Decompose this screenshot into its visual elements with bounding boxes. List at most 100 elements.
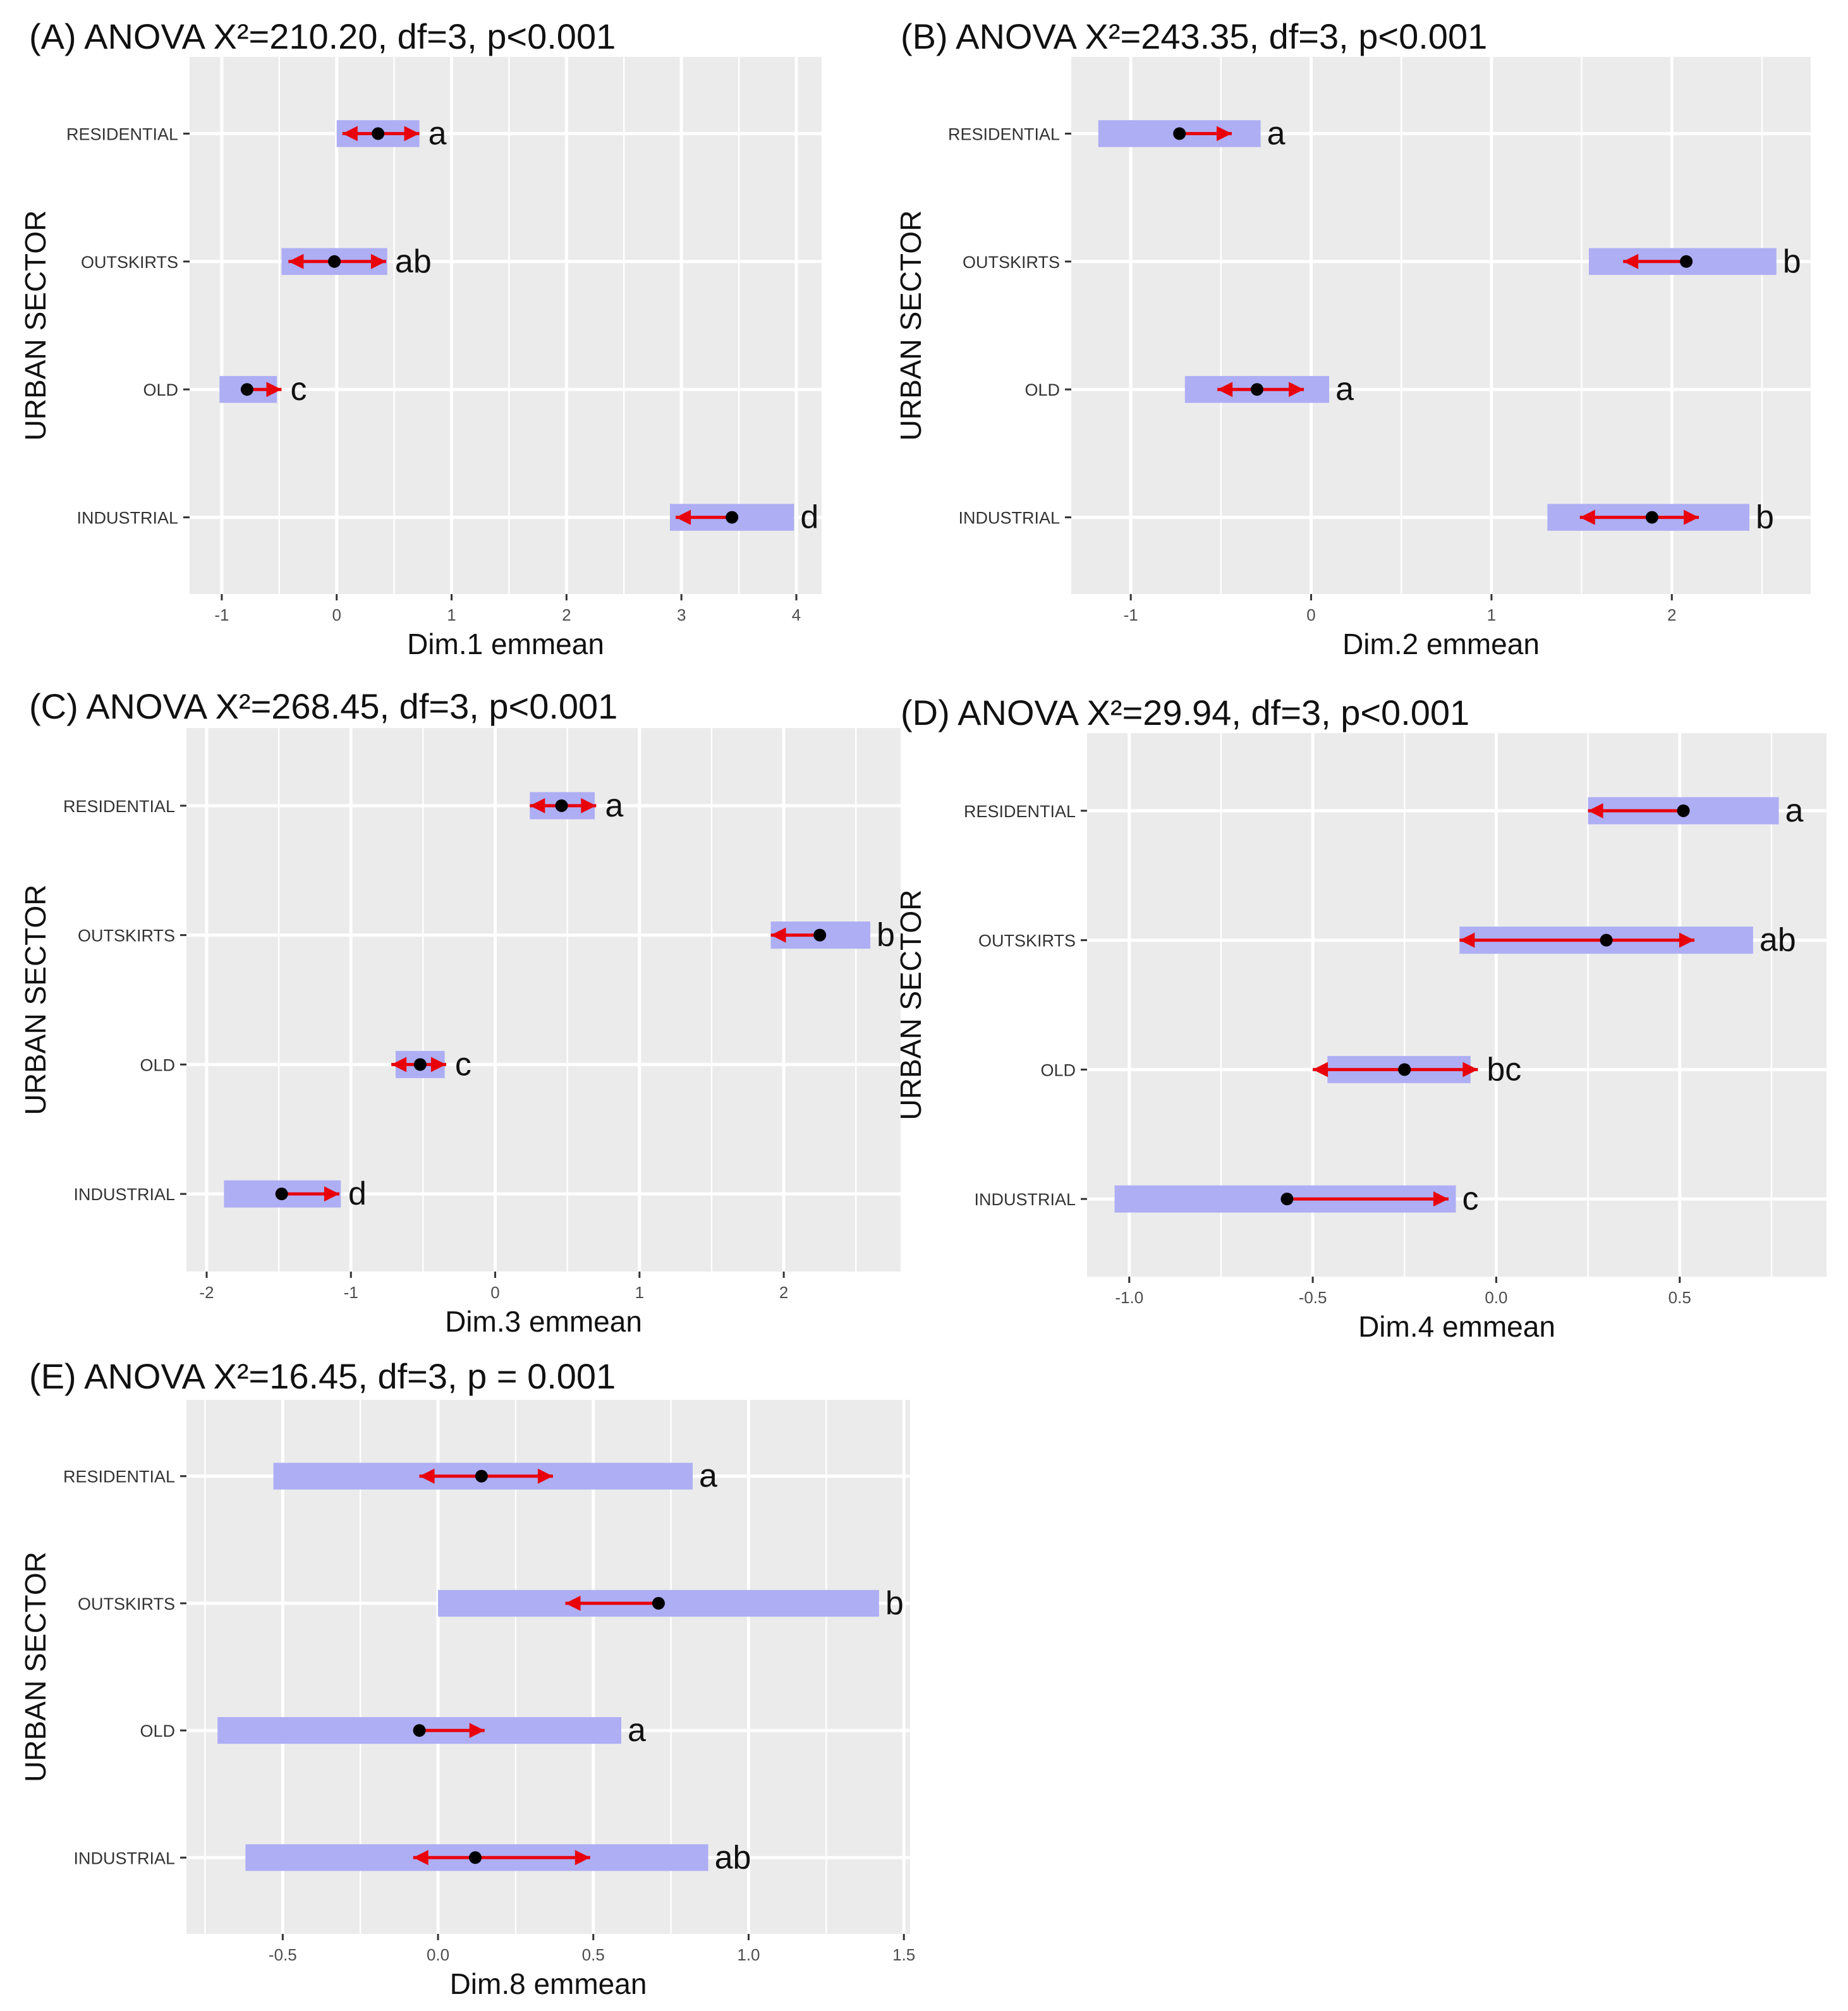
chart-e: -0.5 0.0 0.5 1.0 1.5 RESIDENTIAL OUTSKIRTS OLD I… — [19, 1400, 915, 2000]
x-tick-label: -1 — [214, 605, 229, 624]
x-tick-label: 2 — [779, 1283, 788, 1302]
x-tick-label: 1 — [635, 1283, 644, 1302]
emmean-point — [1398, 1063, 1411, 1076]
comparison-arrow-head-left — [1459, 932, 1475, 948]
x-axis-title: Dim.4 emmean — [1358, 1310, 1555, 1343]
category-label: OLD — [1040, 1060, 1076, 1079]
group-letter: ab — [1760, 922, 1796, 959]
comparison-arrow-head-right — [370, 253, 386, 269]
group-letter: a — [628, 1712, 646, 1749]
x-tick-label: 1 — [447, 605, 456, 624]
comparison-arrow-head-right — [324, 1186, 339, 1202]
emmean-point — [555, 799, 568, 812]
panel-c: (C) ANOVA X²=268.45, df=3, p<0.001 -2 -1 0… — [19, 683, 901, 1346]
group-letter: b — [877, 917, 895, 954]
x-axis-title: Dim.3 emmean — [445, 1305, 642, 1338]
panel-d: (D) ANOVA X²=29.94, df=3, p<0.001 -1.0 -0… — [894, 689, 1842, 1346]
emmean-point — [652, 1596, 665, 1610]
panel-b: (B) ANOVA X²=243.35, df=3, p<0.001 -1 0 1 2… — [894, 13, 1842, 664]
x-tick-label: -0.5 — [269, 1945, 297, 1964]
y-axis-title: URBAN SECTOR — [19, 210, 52, 441]
group-letter: b — [885, 1585, 904, 1622]
comparison-arrow-head-left — [419, 1468, 435, 1484]
chart-c: -2 -1 0 1 2 RESIDENTIAL OUTSKIRTS OLD INDUSTRIAL… — [19, 728, 901, 1338]
category-label: OUTSKIRTS — [978, 932, 1076, 951]
category-label: OLD — [140, 1055, 175, 1074]
group-letter: a — [1267, 115, 1286, 152]
comparison-arrow-head-left — [1623, 253, 1639, 269]
x-axis-title: Dim.1 emmean — [407, 628, 604, 660]
x-tick-label: -1 — [1124, 605, 1138, 624]
panel-title: (E) ANOVA X²=16.45, df=3, p = 0.001 — [29, 1356, 616, 1396]
category-label: INDUSTRIAL — [73, 1849, 175, 1868]
chart-b: -1 0 1 2 RESIDENTIAL OUTSKIRTS OLD INDUSTRIAL a b… — [894, 57, 1811, 660]
comparison-arrow-head-left — [342, 126, 358, 142]
comparison-arrow-head-right — [1684, 509, 1699, 525]
category-label: INDUSTRIAL — [76, 509, 178, 528]
category-label: OUTSKIRTS — [81, 253, 178, 272]
category-label: OUTSKIRTS — [963, 253, 1060, 272]
y-axis-title: URBAN SECTOR — [19, 1552, 52, 1782]
y-axis-title: URBAN SECTOR — [894, 210, 927, 441]
comparison-arrow-head-left — [288, 253, 304, 269]
comparison-arrow-head-left — [1588, 803, 1603, 818]
emmean-point — [275, 1188, 288, 1201]
x-tick-label: 1.0 — [737, 1945, 760, 1964]
y-axis-title: URBAN SECTOR — [19, 885, 52, 1115]
comparison-arrow-head-left — [1579, 509, 1595, 525]
x-tick-label: 0.5 — [582, 1945, 605, 1964]
group-letter: c — [290, 371, 307, 408]
comparison-arrow-head-right — [1679, 932, 1694, 948]
x-tick-label: 0 — [1306, 605, 1315, 624]
comparison-arrow-head-left — [391, 1057, 407, 1072]
x-tick-label: -1.0 — [1115, 1288, 1143, 1307]
comparison-arrow-head-right — [266, 382, 282, 398]
x-axis-title: Dim.2 emmean — [1342, 628, 1540, 660]
panel-e: (E) ANOVA X²=16.45, df=3, p = 0.001 -0.5… — [19, 1352, 923, 2010]
comparison-arrow-head-right — [1433, 1191, 1449, 1207]
emmean-point — [413, 1058, 427, 1071]
panel-a: (A) ANOVA X²=210.20, df=3, p<0.001 -1 0 1 2… — [19, 13, 897, 664]
category-label: OUTSKIRTS — [78, 927, 175, 945]
category-label: OLD — [1024, 380, 1060, 399]
category-label: RESIDENTIAL — [964, 802, 1076, 821]
category-label: OLD — [143, 380, 178, 399]
group-letter: a — [699, 1458, 717, 1495]
emmean-point — [1173, 127, 1186, 140]
emmean-point — [1677, 804, 1690, 817]
x-tick-label: 3 — [677, 605, 686, 624]
category-label: RESIDENTIAL — [63, 1467, 175, 1486]
x-axis-title: Dim.8 emmean — [450, 1967, 647, 2000]
category-label: RESIDENTIAL — [948, 125, 1060, 143]
comparison-arrow-head-right — [430, 1057, 446, 1072]
panel-title: (B) ANOVA X²=243.35, df=3, p<0.001 — [901, 16, 1488, 56]
group-letter: a — [1335, 371, 1354, 408]
group-letter: b — [1783, 243, 1801, 280]
group-letter: d — [348, 1176, 367, 1212]
comparison-arrow-head-left — [1313, 1062, 1328, 1078]
x-tick-label: 2 — [562, 605, 571, 624]
comparison-arrow-head-right — [404, 126, 420, 142]
comparison-arrow-head-left — [676, 509, 691, 525]
emmean-point — [1280, 1193, 1294, 1206]
emmean-point — [1645, 511, 1658, 524]
y-axis-title: URBAN SECTOR — [894, 890, 927, 1121]
group-letter: c — [455, 1046, 471, 1083]
x-tick-label: 1 — [1487, 605, 1496, 624]
group-letter: a — [1785, 793, 1804, 829]
x-tick-label: 0 — [332, 605, 341, 624]
x-tick-label: 4 — [792, 605, 801, 624]
emmean-point — [372, 127, 385, 140]
comparison-arrow-head-left — [565, 1595, 581, 1611]
category-label: OUTSKIRTS — [78, 1595, 175, 1613]
x-tick-label: 0.0 — [427, 1945, 449, 1964]
comparison-arrow-head-right — [469, 1723, 485, 1739]
x-tick-label: -2 — [199, 1283, 214, 1302]
emmean-point — [328, 255, 341, 268]
x-tick-label: 2 — [1667, 605, 1676, 624]
category-label: OLD — [140, 1722, 175, 1741]
x-tick-label: -0.5 — [1299, 1288, 1327, 1307]
comparison-arrow-head-left — [770, 927, 786, 943]
category-label: RESIDENTIAL — [63, 797, 175, 816]
group-letter: bc — [1486, 1051, 1521, 1088]
